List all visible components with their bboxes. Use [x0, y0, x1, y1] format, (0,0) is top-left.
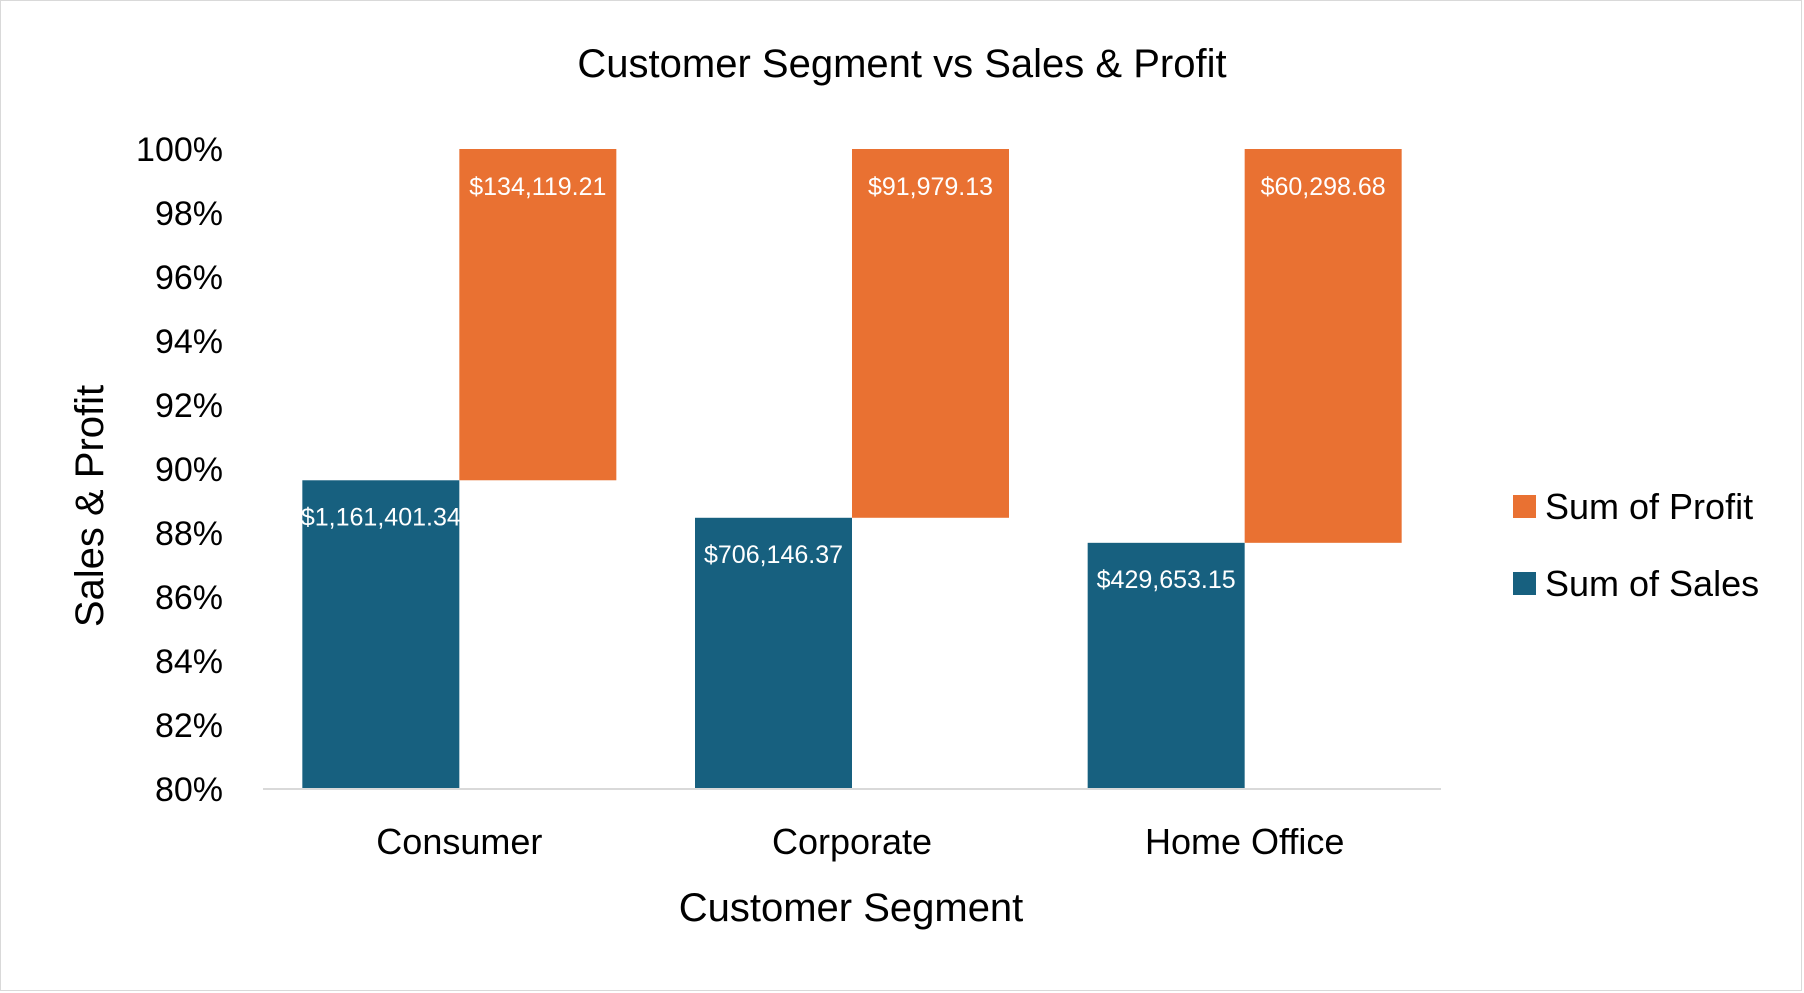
legend-label: Sum of Sales — [1545, 563, 1759, 604]
bars: $1,161,401.34 $134,119.21 $706,146.37 $91,9… — [301, 149, 1402, 789]
data-label-sales: $1,161,401.34 — [301, 503, 461, 531]
bar-sum-of-sales — [695, 517, 852, 789]
y-tick-label: 96% — [155, 259, 223, 297]
data-label-profit: $134,119.21 — [469, 173, 606, 201]
x-tick-label: Consumer — [376, 821, 542, 862]
x-tick-label: Home Office — [1145, 821, 1344, 862]
y-tick-label: 86% — [155, 579, 223, 617]
data-label-sales: $706,146.37 — [704, 541, 843, 569]
y-tick-label: 100% — [136, 131, 223, 169]
y-tick-label: 88% — [155, 515, 223, 553]
y-tick-label: 98% — [155, 195, 223, 233]
y-axis-title: Sales & Profit — [68, 385, 112, 627]
y-tick-label: 92% — [155, 387, 223, 425]
data-label-profit: $91,979.13 — [868, 173, 993, 201]
bar-sum-of-sales — [1087, 542, 1245, 789]
x-axis-ticks: Consumer Corporate Home Office — [376, 821, 1344, 862]
bar-sum-of-profit — [852, 149, 1009, 518]
legend-swatch — [1513, 495, 1536, 518]
x-axis-title: Customer Segment — [679, 886, 1024, 930]
y-tick-label: 90% — [155, 451, 223, 489]
bar-sum-of-sales — [302, 480, 460, 789]
chart-title: Customer Segment vs Sales & Profit — [577, 42, 1226, 86]
data-label-sales: $429,653.15 — [1097, 566, 1236, 594]
legend: Sum of Profit Sum of Sales — [1513, 486, 1759, 604]
y-tick-label: 84% — [155, 643, 223, 681]
data-label-profit: $60,298.68 — [1261, 173, 1386, 201]
bar-sum-of-profit — [459, 149, 617, 481]
y-tick-label: 82% — [155, 707, 223, 745]
legend-label: Sum of Profit — [1545, 486, 1753, 527]
y-axis-ticks: 80% 82% 84% 86% 88% 90% 92% 94% 96% 98% 100% — [136, 131, 223, 809]
legend-swatch — [1513, 572, 1536, 595]
x-tick-label: Corporate — [772, 821, 932, 862]
y-tick-label: 94% — [155, 323, 223, 361]
bar-sum-of-profit — [1244, 149, 1402, 543]
y-tick-label: 80% — [155, 771, 223, 809]
